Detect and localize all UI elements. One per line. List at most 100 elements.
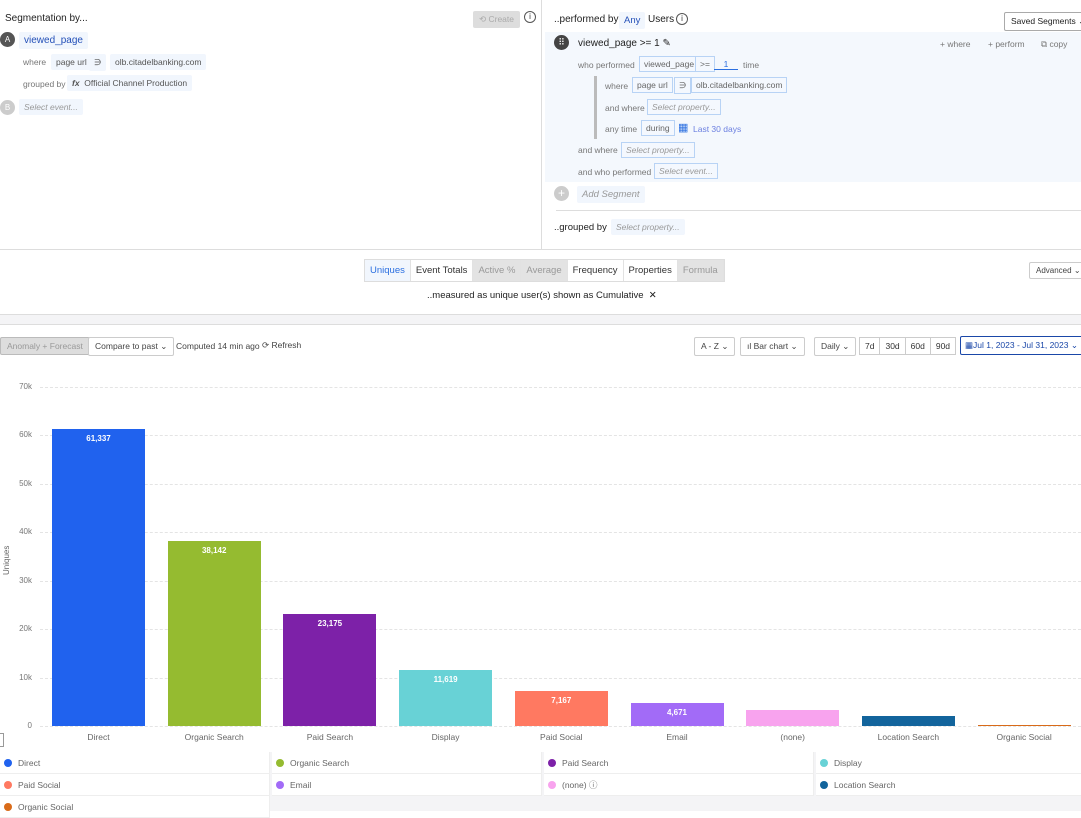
legend-item[interactable]: Direct <box>0 752 270 774</box>
range-buttons: 7d 30d 60d 90d <box>859 337 957 355</box>
tab-average[interactable]: Average <box>521 260 568 281</box>
anomaly-forecast-button[interactable]: Anomaly + Forecast <box>0 337 90 355</box>
close-icon[interactable]: ✕ <box>648 290 657 301</box>
tab-properties[interactable]: Properties <box>623 260 678 281</box>
bar-value-label: 11,619 <box>433 674 458 684</box>
bar-organic-search[interactable] <box>167 541 261 726</box>
y-tick-label: 30k <box>19 575 32 585</box>
chart-type-dropdown[interactable]: ıl Bar chart ⌄ <box>740 337 805 356</box>
event-b-select[interactable]: Select event... <box>19 99 83 115</box>
legend-item[interactable]: Paid Social <box>0 774 270 796</box>
bar-value-label: 61,337 <box>86 433 111 443</box>
bar-paid-search[interactable] <box>283 613 377 726</box>
calendar-icon: ▦ <box>965 340 974 350</box>
help-icon[interactable]: ⓘ <box>586 780 598 790</box>
property-select[interactable]: Select property... <box>647 99 721 115</box>
add-where-button[interactable]: + where <box>940 39 971 49</box>
group-property-select[interactable]: fx Official Channel Production <box>67 75 193 91</box>
grouped-by-label: grouped by <box>23 79 66 89</box>
bar-location-search[interactable] <box>861 715 955 726</box>
create-button[interactable]: ⟲ Create <box>473 11 520 28</box>
shown-as-text[interactable]: shown as Cumulative <box>553 290 644 301</box>
property-select[interactable]: page url <box>632 77 673 93</box>
legend-item[interactable]: Location Search <box>816 774 1081 796</box>
bar-direct[interactable] <box>52 428 145 726</box>
add-segment-icon[interactable]: + <box>554 186 569 201</box>
legend-label: Direct <box>18 758 41 768</box>
event-select[interactable]: Select event... <box>654 163 718 179</box>
legend-item[interactable]: (none) ⓘ <box>544 774 814 796</box>
saved-segments-dropdown[interactable]: Saved Segments ⌄ <box>1004 12 1081 31</box>
tab-event-totals[interactable]: Event Totals <box>410 260 474 281</box>
tab-active-[interactable]: Active % <box>473 260 522 281</box>
legend-label: Display <box>834 758 862 768</box>
value-select[interactable]: olb.citadelbanking.com <box>110 54 207 70</box>
and-who-performed-label: and who performed <box>578 167 652 177</box>
bar-email[interactable] <box>630 703 724 726</box>
fx-icon: fx <box>72 78 80 88</box>
range-30d[interactable]: 30d <box>880 338 906 354</box>
segment-title[interactable]: viewed_page >= 1 ✎ <box>578 38 671 49</box>
copy-button[interactable]: ⧉ copy <box>1041 39 1067 50</box>
range-60d[interactable]: 60d <box>906 338 931 354</box>
legend-item[interactable]: Organic Search <box>272 752 542 774</box>
scroll-handle[interactable] <box>0 733 4 747</box>
legend-label: Location Search <box>834 780 896 790</box>
legend-swatch <box>276 781 284 789</box>
event-letter-b: B <box>0 100 15 115</box>
saved-segments-label: Saved Segments <box>1011 16 1076 26</box>
sort-dropdown[interactable]: A - Z ⌄ <box>694 337 736 356</box>
bar-organic-social[interactable] <box>977 724 1071 726</box>
add-segment-button[interactable]: Add Segment <box>577 186 645 203</box>
bar--none-[interactable] <box>746 710 840 726</box>
info-icon[interactable]: i <box>676 13 688 25</box>
measured-as-text[interactable]: ..measured as unique user(s) <box>427 290 551 301</box>
x-tick-label: Organic Search <box>184 732 244 742</box>
x-tick-label: Paid Search <box>306 732 354 742</box>
pencil-icon[interactable]: ✎ <box>662 38 671 49</box>
tab-formula[interactable]: Formula <box>677 260 724 281</box>
legend-item[interactable]: Email <box>272 774 542 796</box>
performed-event-select[interactable]: viewed_page <box>639 56 700 72</box>
y-tick-label: 50k <box>19 478 32 488</box>
y-tick-label: 20k <box>19 624 32 634</box>
interval-dropdown[interactable]: Daily ⌄ <box>814 337 857 356</box>
any-select[interactable]: Any <box>619 12 646 29</box>
compare-dropdown[interactable]: Compare to past ⌄ <box>88 337 175 356</box>
property-select[interactable]: Select property... <box>621 142 695 158</box>
range-7d[interactable]: 7d <box>860 338 881 354</box>
legend-swatch <box>820 759 828 767</box>
range-90d[interactable]: 90d <box>931 338 957 354</box>
drag-grid-icon[interactable]: ⠿ <box>554 35 569 50</box>
refresh-button[interactable]: ⟳ Refresh <box>262 340 301 351</box>
legend-item[interactable]: Display <box>816 752 1081 774</box>
count-input[interactable]: 1 <box>714 59 738 70</box>
info-icon[interactable]: i <box>524 11 536 23</box>
bar-paid-social[interactable] <box>514 691 608 726</box>
advanced-dropdown[interactable]: Advanced ⌄ <box>1029 262 1081 279</box>
operator-select[interactable]: ∋ <box>89 54 107 71</box>
value-select[interactable]: olb.citadelbanking.com <box>691 77 788 93</box>
property-select[interactable]: page url <box>51 54 92 70</box>
gridline <box>40 726 1081 727</box>
copy-label: copy <box>1049 39 1068 49</box>
tab-uniques[interactable]: Uniques <box>365 260 411 281</box>
operator-select[interactable]: ∋ <box>674 77 692 94</box>
legend-item[interactable]: Paid Search <box>544 752 814 774</box>
chart-type-label: Bar chart <box>753 341 789 351</box>
grouped-by-label: ..grouped by <box>554 222 607 233</box>
tab-frequency[interactable]: Frequency <box>567 260 624 281</box>
during-select[interactable]: during <box>641 120 675 136</box>
date-range-picker[interactable]: ▦Jul 1, 2023 - Jul 31, 2023 ⌄ <box>960 336 1081 355</box>
legend-swatch <box>820 781 828 789</box>
date-range-link[interactable]: Last 30 days <box>693 124 742 134</box>
performed-operator-select[interactable]: >= <box>695 56 715 72</box>
event-a-select[interactable]: viewed_page <box>19 32 88 49</box>
bar-display[interactable] <box>399 669 493 726</box>
performed-by-label: ..performed by <box>554 14 619 25</box>
group-property-select[interactable]: Select property... <box>611 219 685 235</box>
legend-swatch <box>4 781 12 789</box>
add-perform-button[interactable]: + perform <box>988 39 1025 49</box>
legend-label: Paid Social <box>18 780 61 790</box>
legend-item[interactable]: Organic Social <box>0 796 270 818</box>
